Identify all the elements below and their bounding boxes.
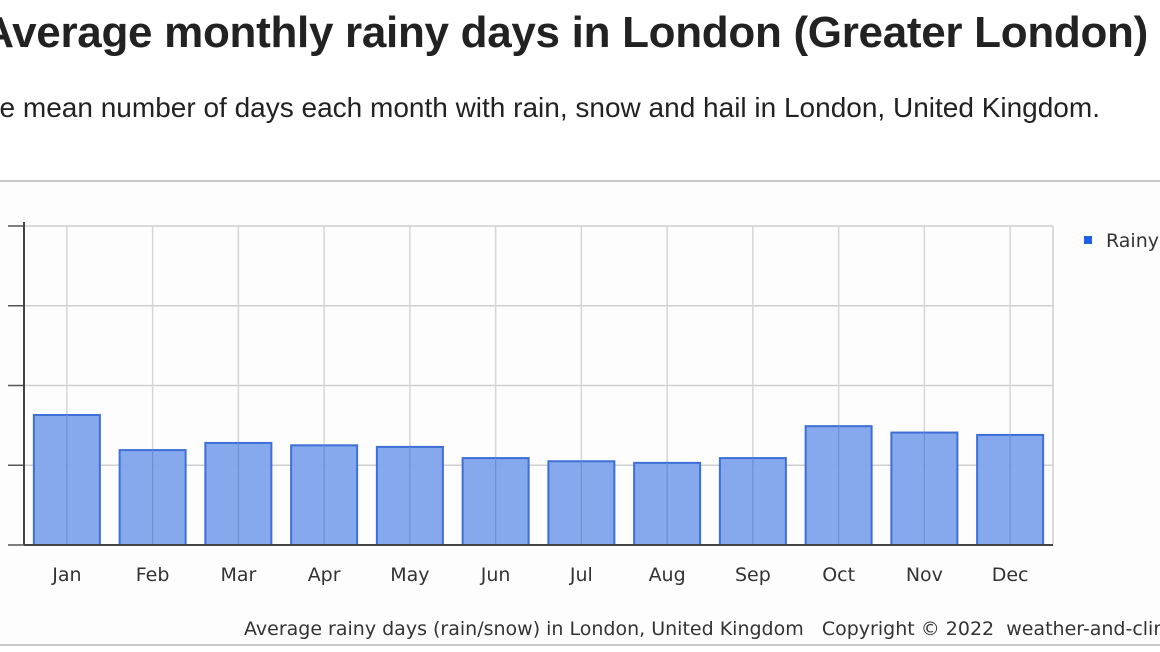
rainy-days-chart: Jan Feb Mar Apr May Jun Jul Aug Sep Oct Nov Dec Rai… xyxy=(8,222,1160,640)
x-tick-label-jan: Jan xyxy=(51,564,81,586)
x-tick-label-nov: Nov xyxy=(906,564,943,586)
chart-footer-copyright: Average rainy days (rain/snow) in London… xyxy=(244,618,1160,640)
x-tick-label-may: May xyxy=(390,564,429,586)
legend-swatch-rainy-days xyxy=(1084,236,1092,244)
x-tick-label-dec: Dec xyxy=(992,564,1029,586)
legend-label-rainy-days: Rainy days xyxy=(1106,230,1160,252)
chart-frame: Jan Feb Mar Apr May Jun Jul Aug Sep Oct Nov Dec Rai… xyxy=(0,180,1160,646)
x-tick-label-apr: Apr xyxy=(308,564,341,586)
x-tick-label-feb: Feb xyxy=(136,564,170,586)
x-tick-label-oct: Oct xyxy=(822,564,855,586)
chart-legend: Rainy days xyxy=(1084,230,1160,252)
x-tick-label-jul: Jul xyxy=(569,564,593,586)
x-tick-label-aug: Aug xyxy=(649,564,686,586)
page-subtitle: The mean number of days each month with … xyxy=(0,92,1160,132)
x-tick-label-sep: Sep xyxy=(735,564,771,586)
chart-axes xyxy=(8,222,1053,546)
x-tick-labels: Jan Feb Mar Apr May Jun Jul Aug Sep Oct Nov Dec xyxy=(51,564,1028,586)
x-tick-label-mar: Mar xyxy=(220,564,256,586)
chart-bars xyxy=(32,414,1045,547)
page-subtitle-text: The mean number of days each month with … xyxy=(0,92,1100,123)
x-tick-label-jun: Jun xyxy=(480,564,511,586)
page-title-text: Average monthly rainy days in London (Gr… xyxy=(0,8,1148,57)
page-title: Average monthly rainy days in London (Gr… xyxy=(0,8,1160,64)
